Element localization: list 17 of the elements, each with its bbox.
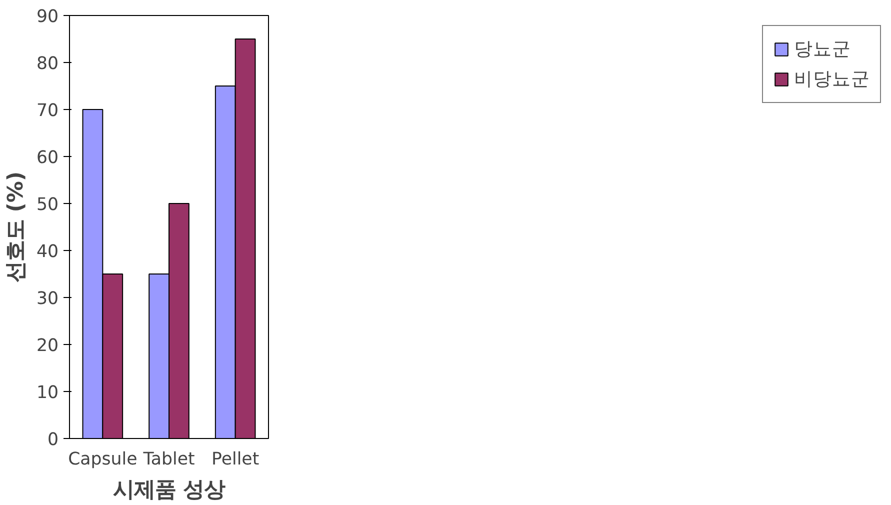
y-axis-title: 선호도 (%) (3, 171, 28, 283)
y-tick-label: 10 (36, 383, 59, 403)
y-tick-label: 90 (36, 7, 59, 27)
y-tick-label: 80 (36, 54, 59, 74)
y-tick-label: 40 (36, 242, 59, 262)
x-tick-label: Tablet (142, 450, 196, 470)
legend-label: 당뇨군 (794, 38, 851, 62)
y-tick-label: 60 (36, 148, 59, 168)
y-tick-label: 70 (36, 101, 59, 121)
y-tick-label: 50 (36, 195, 59, 215)
y-tick-label: 20 (36, 336, 59, 356)
legend-label: 비당뇨군 (794, 68, 870, 92)
x-tick-label: Pellet (212, 450, 260, 470)
y-tick-label: 30 (36, 289, 59, 309)
y-tick-label: 0 (47, 430, 59, 450)
x-axis-title: 시제품 성상 (112, 478, 226, 502)
x-tick-label: Capsule (68, 450, 138, 470)
